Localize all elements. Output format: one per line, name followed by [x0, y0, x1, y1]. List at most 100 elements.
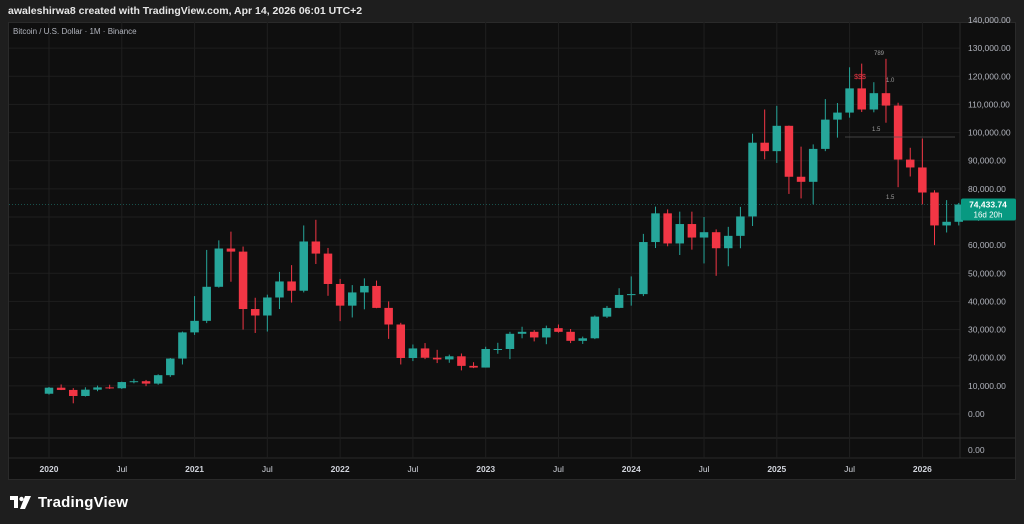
candle-body	[724, 235, 733, 249]
candle-body	[796, 176, 806, 182]
candle-body	[117, 382, 127, 389]
candle-body	[869, 93, 879, 110]
y-tick-label: 20,000.00	[968, 353, 1006, 363]
candle-body	[857, 88, 866, 110]
candle-body	[736, 216, 745, 236]
candle-body	[954, 204, 963, 222]
price-tag-countdown: 16d 20h	[974, 211, 1003, 220]
candle-body	[275, 281, 284, 298]
candle-body	[942, 221, 951, 226]
annotation-level-2: 1.5	[872, 127, 881, 133]
y-tick-label: 0.00	[968, 445, 985, 455]
y-tick-label: 0.00	[968, 409, 985, 419]
candle-body	[153, 375, 163, 384]
candle-body	[335, 283, 345, 306]
candle-body	[493, 348, 503, 350]
candle-body	[311, 241, 321, 254]
candle-body	[432, 357, 442, 360]
candle-body	[457, 356, 466, 366]
x-tick-label: Jul	[262, 464, 273, 474]
candle-body	[772, 125, 782, 152]
y-tick-label: 80,000.00	[968, 184, 1006, 194]
candle-body	[821, 119, 830, 149]
candle-body	[711, 232, 721, 249]
candle-body	[930, 192, 939, 226]
price-tag	[961, 198, 1016, 221]
tradingview-logo-text: TradingView	[38, 494, 129, 511]
y-tick-label: 100,000.00	[968, 128, 1011, 138]
annotation-top-label: 789	[874, 51, 885, 57]
candle-body	[202, 286, 211, 321]
annotation-level-3: 1.5	[886, 195, 895, 201]
tradingview-logo[interactable]: TradingView	[10, 494, 128, 511]
candle-body	[81, 389, 90, 396]
candle-body	[542, 328, 551, 338]
candle-body	[141, 381, 151, 384]
candle-body	[93, 387, 102, 390]
candle-body	[517, 331, 527, 334]
x-tick-label: Jul	[844, 464, 855, 474]
candle-body	[578, 338, 587, 341]
candle-body	[420, 348, 430, 358]
x-tick-label: Jul	[116, 464, 127, 474]
candle-body	[529, 331, 539, 338]
y-tick-label: 110,000.00	[968, 99, 1010, 109]
y-tick-label: 40,000.00	[968, 296, 1006, 306]
footer-bar	[0, 480, 1024, 524]
candle-body	[166, 358, 175, 376]
candle-body	[408, 348, 418, 358]
author-caption: awaleshirwa8 created with TradingView.co…	[8, 5, 363, 17]
candle-body	[760, 142, 769, 152]
candle-body	[372, 285, 381, 308]
candle-body	[348, 292, 357, 306]
annotation-level-1: 1.0	[886, 78, 895, 84]
candle-body	[384, 307, 393, 325]
candle-body	[105, 387, 114, 389]
candle-body	[845, 88, 854, 113]
y-tick-label: 10,000.00	[968, 381, 1006, 391]
candle-body	[238, 251, 248, 310]
tradingview-logo-icon	[10, 495, 31, 509]
candle-body	[226, 248, 236, 252]
y-tick-label: 140,000.00	[968, 15, 1011, 25]
candle-body	[602, 307, 612, 317]
candle-body	[566, 331, 575, 341]
candle-body	[918, 167, 927, 193]
candle-body	[505, 333, 515, 349]
candle-body	[445, 356, 454, 360]
candle-body	[881, 93, 891, 106]
candle-body	[360, 285, 369, 293]
candle-body	[614, 294, 624, 308]
y-tick-label: 120,000.00	[968, 71, 1011, 81]
x-tick-label: 2026	[913, 464, 932, 474]
candle-body	[396, 324, 406, 358]
candle-body	[833, 112, 842, 120]
candle-body	[69, 389, 78, 396]
y-tick-label: 30,000.00	[968, 325, 1006, 335]
y-tick-label: 50,000.00	[968, 268, 1006, 278]
candle-body	[905, 159, 915, 168]
x-tick-label: Jul	[699, 464, 710, 474]
candle-body	[469, 365, 478, 368]
header-bar: awaleshirwa8 created with TradingView.co…	[0, 0, 1024, 22]
x-tick-label: 2023	[476, 464, 495, 474]
price-tag-value: 74,433.74	[969, 200, 1007, 210]
candle-body	[651, 213, 660, 243]
annotation-dollars: $$$	[854, 74, 866, 81]
candle-body	[663, 213, 672, 244]
x-tick-label: 2021	[185, 464, 204, 474]
candle-body	[687, 224, 697, 238]
candle-body	[808, 148, 818, 182]
x-tick-label: Jul	[553, 464, 564, 474]
candle-body	[44, 387, 54, 394]
x-tick-label: Jul	[407, 464, 418, 474]
candle-body	[250, 309, 260, 316]
y-tick-label: 60,000.00	[968, 240, 1006, 250]
candle-body	[699, 232, 709, 238]
candle-body	[129, 381, 139, 383]
y-tick-label: 90,000.00	[968, 156, 1006, 166]
candle-body	[287, 281, 296, 291]
x-tick-label: 2020	[40, 464, 59, 474]
symbol-label: Bitcoin / U.S. Dollar · 1M · Binance	[13, 27, 137, 36]
